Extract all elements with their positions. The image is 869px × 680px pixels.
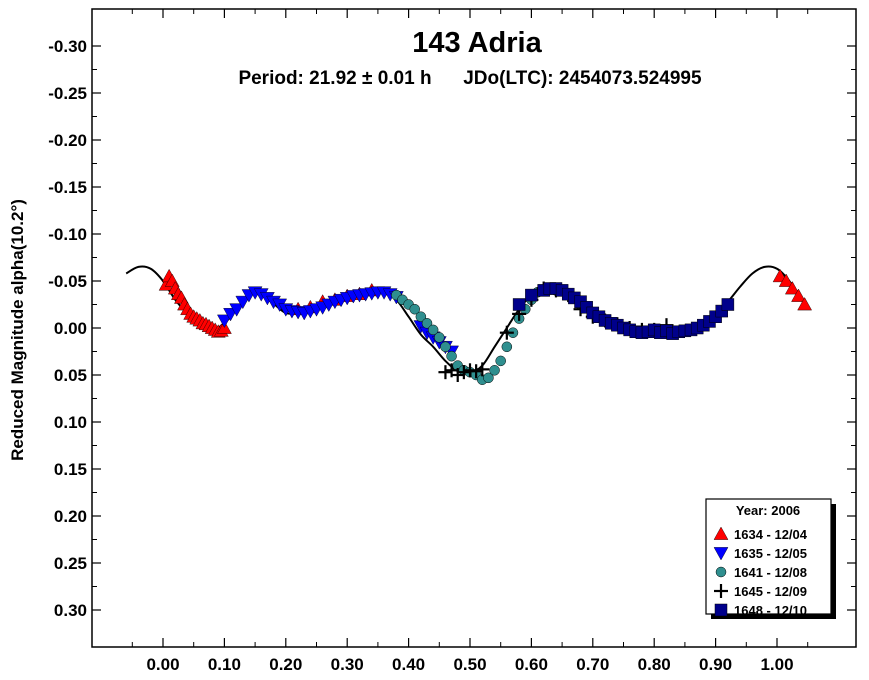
legend: Year: 2006 1634 - 12/04 1635 - 12/05 1641 …	[705, 498, 836, 619]
x-tick-label: 0.40	[392, 655, 425, 674]
x-tick-label: 0.20	[269, 655, 302, 674]
axis-ticks	[92, 9, 856, 647]
y-tick-label: 0.25	[54, 554, 87, 573]
x-tick-label: 1.00	[760, 655, 793, 674]
x-tick-labels: 0.00 0.10 0.20 0.30 0.40 0.50 0.60 0.70 0.80 0.90…	[146, 655, 793, 674]
data-point-triangle-down	[217, 314, 232, 328]
y-tick-labels: -0.30 -0.25 -0.20 -0.15 -0.10 -0.05 0.00 0.05 0.…	[48, 37, 87, 620]
y-tick-label: -0.15	[48, 178, 87, 197]
legend-marker-triangle-down	[713, 547, 729, 561]
data-points	[158, 268, 812, 385]
data-point-circle	[440, 341, 451, 353]
data-point-circle	[501, 341, 513, 353]
chart-title: 143 Adria	[412, 27, 542, 59]
legend-label: 1645 - 12/09	[734, 584, 807, 599]
y-tick-label: 0.30	[54, 601, 87, 620]
data-point-circle	[495, 355, 506, 367]
legend-marker-circle	[715, 566, 727, 578]
x-tick-label: 0.30	[331, 655, 364, 674]
data-point-circle	[409, 303, 420, 315]
data-point-triangle-down	[229, 303, 245, 317]
data-point-plus	[456, 365, 471, 380]
y-tick-label: -0.25	[48, 84, 87, 103]
data-point-circle	[421, 318, 433, 329]
legend-label: 1634 - 12/04	[734, 527, 808, 542]
y-tick-label: 0.10	[54, 413, 87, 432]
data-point-triangle-down	[235, 295, 251, 310]
data-point-square	[512, 298, 526, 311]
legend-marker-square	[714, 603, 728, 617]
data-point-triangle-up	[791, 288, 806, 302]
data-point-plus	[438, 365, 453, 380]
x-tick-label: 0.90	[699, 655, 732, 674]
data-point-circle	[434, 332, 445, 343]
data-point-triangle-up	[785, 281, 800, 295]
x-tick-label: 0.70	[576, 655, 609, 674]
data-point-circle	[427, 324, 439, 336]
x-tick-label: 0.80	[638, 655, 671, 674]
data-point-square	[525, 288, 538, 302]
data-point-square	[721, 298, 735, 311]
legend-box	[705, 498, 832, 615]
data-point-circle	[446, 350, 457, 362]
x-tick-label: 0.00	[146, 655, 179, 674]
y-tick-label: -0.20	[48, 131, 87, 150]
y-tick-label: 0.15	[54, 460, 87, 479]
data-point-circle	[489, 365, 500, 376]
y-axis-label: Reduced Magnitude alpha(10.2°)	[8, 199, 27, 461]
data-point-plus	[475, 362, 490, 377]
data-point-circle	[415, 311, 427, 322]
data-point-triangle-up	[797, 297, 812, 311]
data-point-plus	[499, 325, 514, 340]
y-tick-label: -0.30	[48, 37, 87, 56]
x-tick-label: 0.10	[208, 655, 241, 674]
data-point-plus	[450, 368, 465, 382]
x-tick-label: 0.50	[453, 655, 486, 674]
y-tick-label: -0.10	[48, 225, 87, 244]
y-tick-label: -0.05	[48, 272, 87, 291]
y-tick-label: 0.20	[54, 507, 87, 526]
legend-label: 1641 - 12/08	[734, 565, 807, 580]
legend-marker-triangle-up	[713, 526, 729, 540]
legend-title: Year: 2006	[736, 503, 800, 518]
chart-subtitle: Period: 21.92 ± 0.01 h JDo(LTC): 2454073…	[238, 68, 702, 89]
x-tick-label: 0.60	[515, 655, 548, 674]
legend-marker-plus	[714, 584, 728, 598]
data-point-triangle-up	[778, 273, 794, 287]
data-point-plus	[469, 364, 484, 379]
data-point-circle	[483, 372, 494, 384]
y-tick-label: 0.00	[54, 319, 87, 338]
legend-label: 1648 - 12/10	[734, 603, 807, 618]
legend-entries: 1634 - 12/04 1635 - 12/05 1641 - 12/08 1645…	[713, 526, 808, 618]
legend-label: 1635 - 12/05	[734, 546, 807, 561]
y-tick-label: 0.05	[54, 366, 87, 385]
